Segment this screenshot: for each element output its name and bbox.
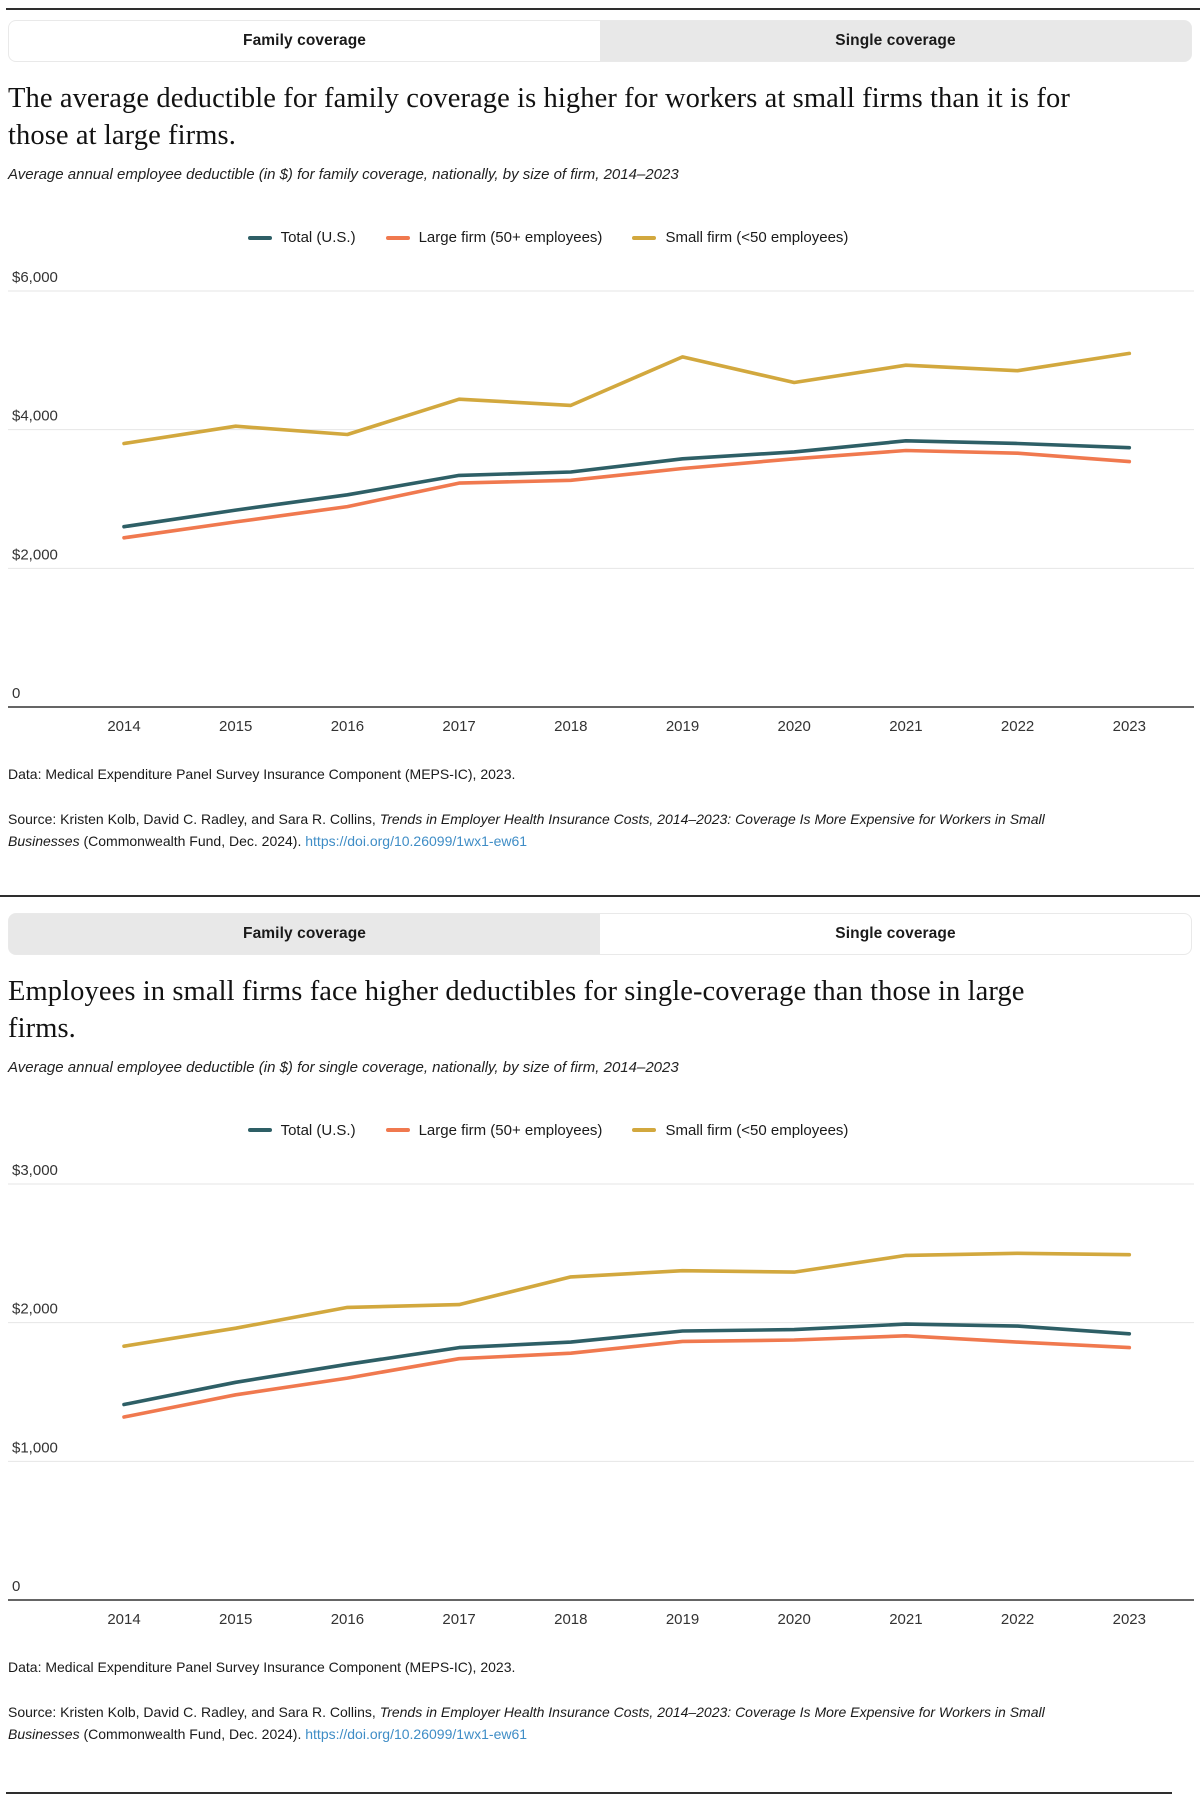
chart-legend: Total (U.S.) Large firm (50+ employees) Sm… (8, 229, 1088, 246)
legend-item: Total (U.S.) (247, 1121, 356, 1139)
y-tick-label: 0 (12, 685, 20, 702)
source-note: Source: Kristen Kolb, David C. Radley, a… (8, 1701, 1058, 1746)
y-tick-label: $2,000 (12, 546, 58, 563)
doi-link[interactable]: https://doi.org/10.26099/1wx1-ew61 (305, 1726, 528, 1743)
single-coverage-panel: Family coverage Single coverage Employee… (0, 912, 1200, 1746)
x-tick-label: 2023 (1113, 718, 1146, 735)
line-total-u-s (122, 439, 1132, 529)
y-tick-label: $2,000 (12, 1301, 58, 1318)
y-tick-label: $6,000 (12, 269, 58, 286)
tab-single-coverage[interactable]: Single coverage (600, 913, 1191, 954)
chart-headline: Employees in small firms face higher ded… (8, 975, 1025, 1044)
y-tick-label: $1,000 (12, 1439, 58, 1456)
legend-swatch (247, 235, 272, 240)
legend-swatch (632, 235, 657, 240)
legend-item: Small firm (<50 employees) (632, 1122, 848, 1139)
line-total-u-s (122, 1322, 1132, 1407)
chart-headline: The average deductible for family covera… (8, 83, 1070, 152)
legend-swatch (385, 235, 410, 240)
legend-label: Total (U.S.) (280, 229, 356, 247)
x-tick-label: 2015 (219, 1611, 252, 1628)
legend-label: Total (U.S.) (280, 1121, 356, 1139)
x-tick-label: 2020 (778, 718, 811, 735)
x-tick-label: 2023 (1113, 1611, 1146, 1628)
legend-swatch (247, 1128, 272, 1133)
top-divider (6, 8, 1200, 10)
source-prefix: Source: Kristen Kolb, David C. Radley, a… (8, 1703, 380, 1720)
legend-item: Total (U.S.) (247, 229, 356, 247)
doi-link[interactable]: https://doi.org/10.26099/1wx1-ew61 (305, 833, 528, 850)
x-tick-label: 2022 (1001, 1611, 1034, 1628)
line-small-firm-50-employees (122, 351, 1132, 446)
x-tick-label: 2014 (107, 718, 140, 735)
x-tick-label: 2015 (219, 718, 252, 735)
x-tick-label: 2019 (666, 1611, 699, 1628)
coverage-tabbar: Family coverage Single coverage (8, 912, 1192, 955)
legend-item: Small firm (<50 employees) (632, 229, 848, 246)
x-tick-label: 2021 (889, 1611, 922, 1628)
legend-label: Large firm (50+ employees) (418, 229, 603, 247)
chart-subtitle: Average annual employee deductible (in $… (8, 1058, 679, 1076)
x-tick-label: 2019 (666, 718, 699, 735)
x-tick-label: 2017 (442, 1611, 475, 1628)
tab-single-coverage[interactable]: Single coverage (835, 32, 956, 49)
legend-label: Large firm (50+ employees) (418, 1121, 603, 1139)
line-small-firm-50-employees (122, 1251, 1132, 1348)
legend-swatch (632, 1128, 657, 1133)
chart-legend: Total (U.S.) Large firm (50+ employees) Sm… (8, 1122, 1088, 1139)
family-coverage-chart: $6,000 $4,000 $2,000 0 2014 2015 2016 2017 2018 2… (8, 269, 1194, 735)
x-tick-label: 2020 (778, 1611, 811, 1628)
y-tick-label: $3,000 (12, 1162, 58, 1179)
coverage-tabbar: Family coverage Single coverage (8, 20, 1192, 62)
x-tick-label: 2017 (442, 718, 475, 735)
data-note: Data: Medical Expenditure Panel Survey I… (8, 766, 516, 783)
x-tick-label: 2014 (107, 1611, 140, 1628)
line-large-firm-50-employees (122, 1333, 1132, 1419)
panel-divider (0, 894, 1200, 897)
x-tick-label: 2021 (889, 718, 922, 735)
x-tick-label: 2016 (331, 1611, 364, 1628)
data-note: Data: Medical Expenditure Panel Survey I… (8, 1658, 516, 1675)
source-report-title: Trends in Employer Health Insurance Cost… (8, 1703, 1045, 1743)
single-coverage-chart: $3,000 $2,000 $1,000 0 2014 2015 2016 2017 2018 2… (8, 1162, 1194, 1628)
source-prefix: Source: Kristen Kolb, David C. Radley, a… (8, 811, 380, 828)
source-suffix: (Commonwealth Fund, Dec. 2024). (79, 1726, 306, 1743)
x-tick-label: 2022 (1001, 718, 1034, 735)
legend-label: Small firm (<50 employees) (665, 1121, 849, 1139)
source-note: Source: Kristen Kolb, David C. Radley, a… (8, 808, 1058, 853)
legend-swatch (385, 1128, 410, 1133)
x-tick-label: 2018 (554, 1611, 587, 1628)
x-tick-label: 2016 (331, 718, 364, 735)
source-report-title: Trends in Employer Health Insurance Cost… (8, 811, 1045, 850)
family-coverage-panel: Family coverage Single coverage The aver… (0, 20, 1200, 853)
chart-subtitle: Average annual employee deductible (in $… (8, 166, 679, 184)
y-tick-label: 0 (12, 1578, 20, 1595)
tab-family-coverage[interactable]: Family coverage (243, 924, 366, 942)
line-large-firm-50-employees (122, 448, 1132, 540)
tab-family-coverage[interactable]: Family coverage (9, 21, 600, 61)
source-suffix: (Commonwealth Fund, Dec. 2024). (79, 833, 306, 850)
y-tick-label: $4,000 (12, 408, 58, 425)
legend-label: Small firm (<50 employees) (665, 229, 849, 247)
legend-item: Large firm (50+ employees) (385, 229, 603, 247)
legend-item: Large firm (50+ employees) (385, 1121, 603, 1139)
bottom-divider (6, 1791, 1172, 1794)
x-tick-label: 2018 (554, 718, 587, 735)
